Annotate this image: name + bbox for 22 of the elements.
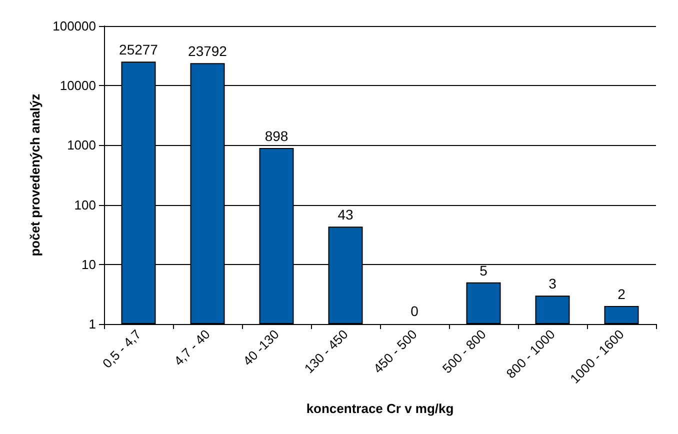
- text: 0: [410, 303, 418, 319]
- y-axis-title: počet provedených analýz: [28, 93, 43, 256]
- x-tick-label: 500 - 800: [439, 326, 489, 376]
- data-label: 2: [618, 286, 626, 302]
- y-tick-label: 100000: [52, 18, 96, 34]
- x-axis-title: koncentrace Cr v mg/kg: [306, 401, 454, 416]
- x-tick-label: 0,5 - 4,7: [100, 326, 144, 371]
- data-label: 898: [264, 128, 288, 144]
- y-tick-label: 1000: [67, 138, 96, 153]
- y-tick-label: 10000: [60, 78, 96, 94]
- x-tick-label: 130 - 450: [301, 326, 351, 376]
- data-label: 43: [338, 206, 354, 223]
- data-label: 25277: [119, 42, 158, 58]
- data-label: 23792: [188, 43, 228, 60]
- y-tick-label: 100: [74, 197, 96, 212]
- x-tick-label: 4,7 - 40: [171, 326, 213, 368]
- data-label: 5: [480, 262, 488, 278]
- y-tick-label: 1: [88, 316, 96, 332]
- x-tick-label: 40 -130: [240, 326, 282, 368]
- x-tick-label: 450 - 500: [370, 326, 420, 376]
- y-tick-label: 10: [82, 256, 96, 272]
- data-label: 3: [548, 276, 557, 292]
